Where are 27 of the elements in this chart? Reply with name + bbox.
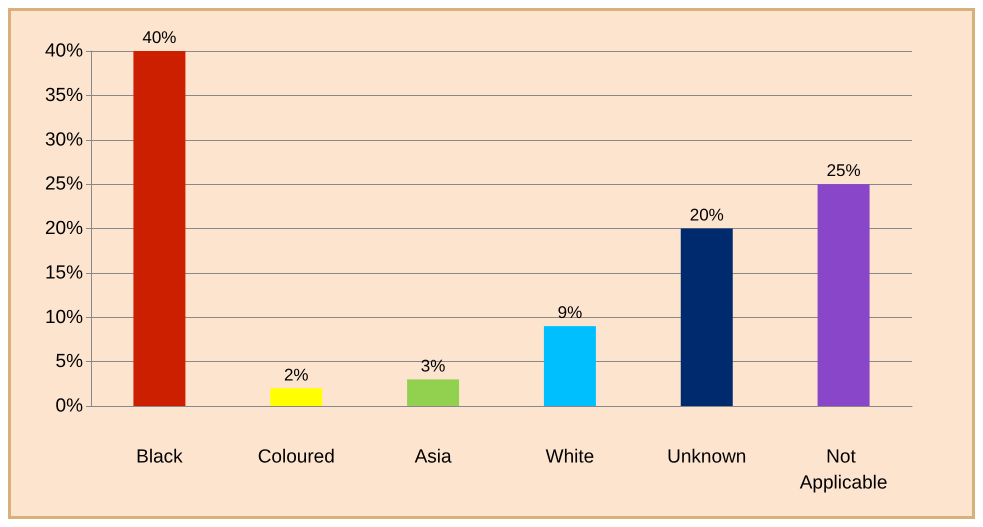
y-tick-label: 15% [44, 262, 84, 284]
data-label: 9% [558, 303, 582, 322]
bar [270, 388, 322, 406]
x-tick-label: Asia [414, 446, 452, 468]
data-label: 40% [142, 28, 176, 47]
bar [544, 326, 596, 406]
bar [133, 51, 186, 406]
x-tick-label: Coloured [258, 446, 335, 468]
bar [407, 379, 460, 406]
x-tick-label: Unknown [667, 446, 746, 468]
data-label: 2% [284, 365, 309, 384]
y-tick-label: 35% [44, 84, 84, 106]
data-label: 25% [826, 161, 861, 180]
bar [680, 228, 733, 406]
data-label: 20% [690, 206, 724, 224]
y-tick-label: 0% [56, 396, 84, 416]
y-tick-label: 10% [44, 306, 84, 328]
bar [818, 184, 870, 406]
x-tick-label: White [546, 446, 594, 468]
y-tick-label: 5% [56, 351, 84, 372]
y-tick-label: 30% [44, 129, 84, 150]
y-tick-label: 20% [44, 218, 84, 239]
x-tick-label: Black [136, 446, 184, 468]
y-tick-label: 40% [44, 40, 84, 62]
data-label: 3% [420, 356, 446, 376]
y-tick-label: 25% [44, 174, 84, 195]
x-tick-label: Not Applicable [800, 446, 888, 494]
